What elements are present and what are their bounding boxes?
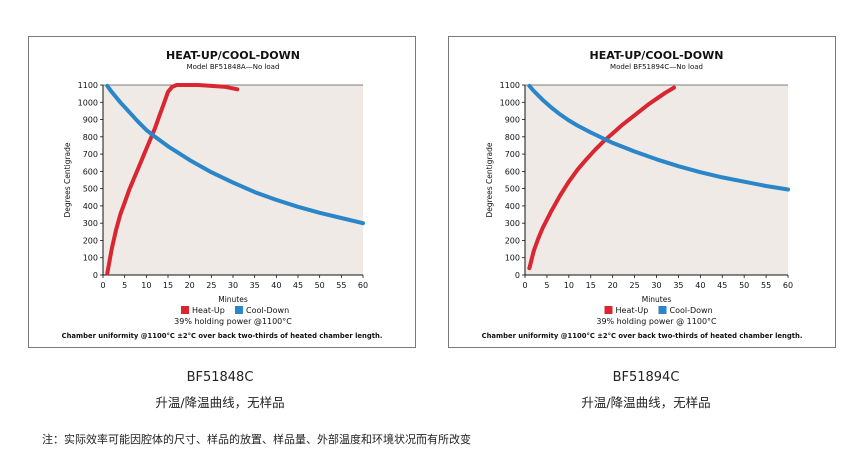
x-tick-label: 25 [629, 281, 639, 290]
legend-label-cool-down: Cool-Down [670, 306, 713, 315]
y-tick-label: 800 [505, 133, 520, 142]
y-tick-label: 1100 [500, 81, 520, 90]
series-line-cool-down [527, 83, 790, 192]
y-tick-label: 0 [93, 271, 98, 280]
x-tick-label: 20 [608, 281, 618, 290]
y-tick-label: 700 [83, 150, 98, 159]
x-tick-label: 45 [293, 281, 303, 290]
x-axis-label: Minutes [218, 295, 248, 304]
x-tick-label: 30 [651, 281, 661, 290]
plot-area [525, 85, 788, 275]
y-tick-label: 600 [83, 167, 98, 176]
x-tick-label: 30 [228, 281, 238, 290]
legend-label-heat-up: Heat-Up [616, 306, 649, 315]
legend-swatch-heat-up [604, 306, 613, 314]
uniformity-note: Chamber uniformity @1100°C ±2°C over bac… [62, 332, 383, 340]
chart-panel-bf51848c: HEAT-UP/COOL-DOWN Model BF51848A—No load 0… [28, 36, 416, 348]
y-tick-label: 200 [505, 236, 520, 245]
y-tick-label: 1000 [500, 98, 520, 107]
x-tick-label: 60 [358, 281, 368, 290]
legend-swatch-cool-down [235, 306, 243, 314]
x-tick-label: 50 [315, 281, 325, 290]
x-tick-label: 10 [564, 281, 574, 290]
model-description-right: 升温/降温曲线，无样品 [581, 395, 711, 410]
uniformity-note: Chamber uniformity @1100°C ±2°C over bac… [482, 332, 803, 340]
y-tick-label: 500 [505, 185, 520, 194]
y-tick-label: 800 [83, 133, 98, 142]
x-tick-label: 15 [163, 281, 173, 290]
legend-label-heat-up: Heat-Up [192, 306, 225, 315]
model-caption-right: BF51894C [612, 370, 680, 385]
y-tick-label: 600 [505, 167, 520, 176]
x-tick-label: 15 [586, 281, 596, 290]
x-tick-label: 60 [783, 281, 793, 290]
x-tick-label: 0 [100, 281, 105, 290]
chart-subtitle: Model BF51894C—No load [610, 63, 703, 71]
y-tick-label: 400 [505, 202, 520, 211]
y-tick-label: 900 [505, 116, 520, 125]
chart-panel-bf51894c: HEAT-UP/COOL-DOWN Model BF51894C—No load 0… [448, 36, 836, 348]
x-tick-label: 55 [336, 281, 346, 290]
x-tick-label: 5 [544, 281, 549, 290]
y-tick-label: 700 [505, 150, 520, 159]
y-tick-label: 900 [83, 116, 98, 125]
y-tick-label: 300 [83, 219, 98, 228]
x-tick-label: 10 [141, 281, 151, 290]
y-tick-label: 300 [505, 219, 520, 228]
legend-swatch-cool-down [658, 306, 667, 314]
chart-title: HEAT-UP/COOL-DOWN [166, 49, 300, 62]
y-axis-label: Degrees Centigrade [485, 142, 494, 217]
x-tick-label: 55 [761, 281, 771, 290]
x-tick-label: 35 [673, 281, 683, 290]
footnote: 注：实际效率可能因腔体的尺寸、样品的放置、样品量、外部温度和环境状况而有所改变 [42, 433, 471, 446]
chart-subtitle: Model BF51848A—No load [187, 63, 280, 71]
y-tick-label: 100 [505, 254, 520, 263]
series-line-heat-up [105, 83, 240, 276]
holding-power-note: 39% holding power @1100°C [174, 317, 292, 326]
x-tick-label: 0 [522, 281, 527, 290]
legend-swatch-heat-up [181, 306, 189, 314]
x-tick-label: 5 [122, 281, 127, 290]
x-tick-label: 25 [206, 281, 216, 290]
legend-label-cool-down: Cool-Down [246, 306, 289, 315]
series-line-heat-up [527, 85, 676, 271]
y-tick-label: 400 [83, 202, 98, 211]
y-tick-label: 100 [83, 254, 98, 263]
x-tick-label: 20 [185, 281, 195, 290]
x-tick-label: 45 [717, 281, 727, 290]
x-tick-label: 40 [271, 281, 281, 290]
x-tick-label: 50 [739, 281, 749, 290]
y-tick-label: 1100 [78, 81, 98, 90]
model-caption-left: BF51848C [186, 370, 254, 385]
model-description-left: 升温/降温曲线，无样品 [155, 395, 285, 410]
x-tick-label: 35 [250, 281, 260, 290]
y-tick-label: 200 [83, 236, 98, 245]
holding-power-note: 39% holding power @ 1100°C [596, 317, 717, 326]
chart-title: HEAT-UP/COOL-DOWN [589, 49, 723, 62]
y-tick-label: 0 [515, 271, 520, 280]
x-axis-label: Minutes [642, 295, 672, 304]
y-axis-label: Degrees Centigrade [63, 142, 72, 217]
plot-area [103, 85, 363, 275]
y-tick-label: 1000 [78, 98, 98, 107]
x-tick-label: 40 [695, 281, 705, 290]
series-line-cool-down [105, 83, 365, 226]
y-tick-label: 500 [83, 185, 98, 194]
